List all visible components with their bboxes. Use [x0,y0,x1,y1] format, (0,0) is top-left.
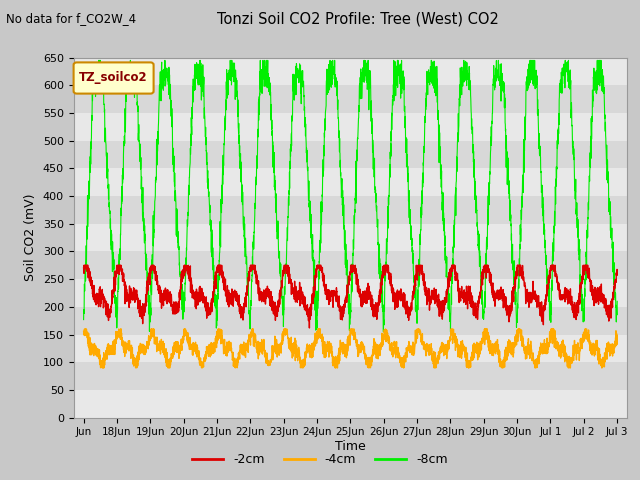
Text: Tonzi Soil CO2 Profile: Tree (West) CO2: Tonzi Soil CO2 Profile: Tree (West) CO2 [218,12,499,27]
Bar [74,335,627,362]
Y-axis label: Soil CO2 (mV): Soil CO2 (mV) [24,194,37,281]
Bar [74,58,627,85]
Bar [74,362,627,390]
Bar [74,141,627,168]
Bar [74,390,627,418]
Bar [74,279,627,307]
Bar [74,168,627,196]
Bar [74,85,627,113]
Bar [74,307,627,335]
Legend: -2cm, -4cm, -8cm: -2cm, -4cm, -8cm [187,448,453,471]
Bar [74,224,627,252]
Text: No data for f_CO2W_4: No data for f_CO2W_4 [6,12,136,25]
Text: TZ_soilco2: TZ_soilco2 [79,72,148,84]
Bar [74,252,627,279]
X-axis label: Time: Time [335,440,366,453]
Bar [74,196,627,224]
Bar [74,113,627,141]
